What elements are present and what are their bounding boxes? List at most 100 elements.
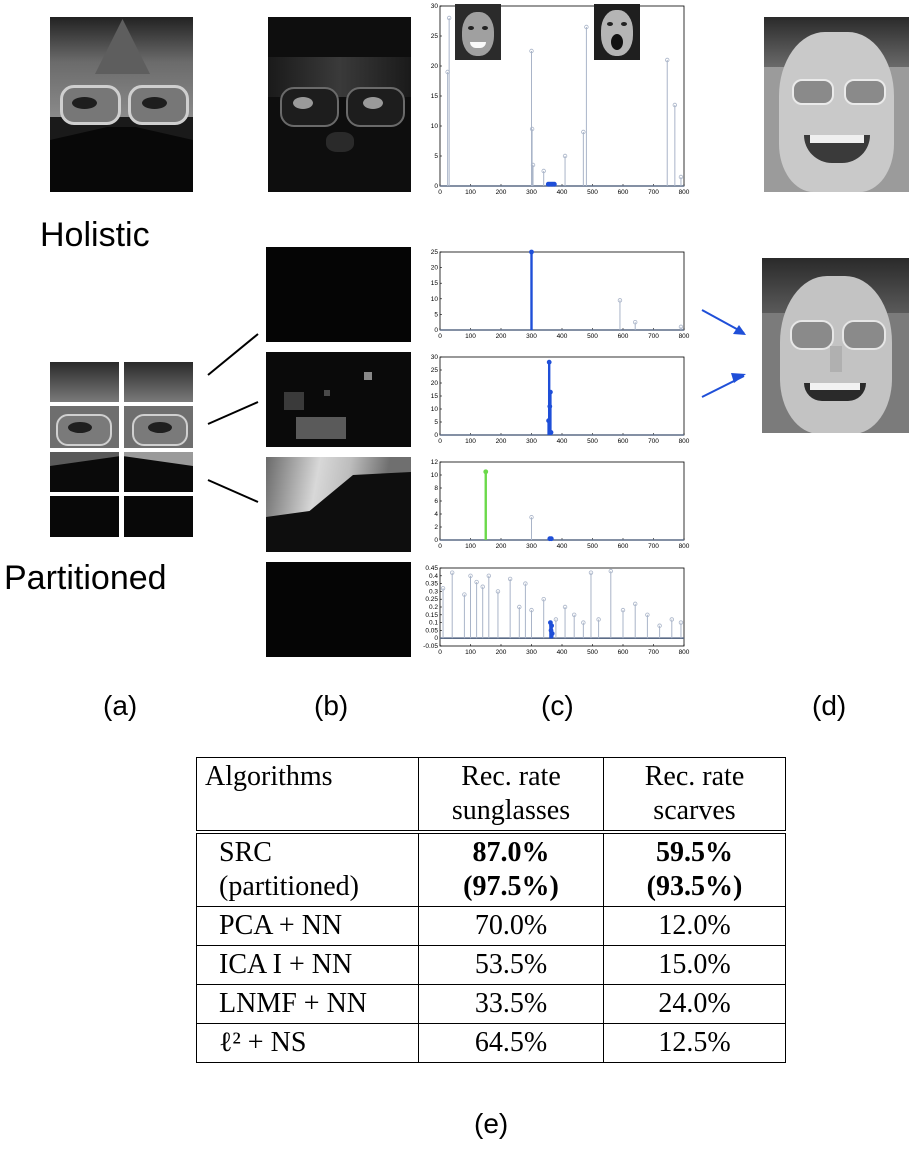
face-block (124, 362, 193, 402)
occlusion-error-holistic (268, 17, 411, 192)
reconstructed-face-partitioned (762, 258, 909, 433)
error-block-1 (266, 247, 411, 342)
x-tick-label: 300 (526, 649, 537, 656)
face-block (50, 496, 119, 537)
x-tick-label: 800 (679, 438, 690, 445)
cell-text: (97.5%) (463, 871, 559, 902)
stem-marker (672, 102, 678, 108)
x-tick-label: 200 (496, 438, 507, 445)
table-row: LNMF + NN 33.5% 24.0% (196, 984, 786, 1024)
stem-marker (562, 604, 568, 610)
x-tick-label: 700 (648, 189, 659, 196)
x-tick-label: 100 (465, 333, 476, 340)
x-tick-label: 200 (496, 543, 507, 550)
table-row: PCA + NN 70.0% 12.0% (196, 906, 786, 946)
stem-marker (529, 607, 534, 613)
stem-marker (529, 515, 534, 520)
stem-marker (549, 623, 555, 629)
x-tick-label: 200 (496, 189, 507, 196)
stem-marker (446, 15, 452, 21)
stem-marker (486, 573, 491, 578)
stem-plot-block-1: 0 100 200 300 400 500 600 700 800 0 5 10 15 20 25 (431, 249, 690, 340)
x-tick-label: 800 (679, 649, 690, 656)
header-text: scarves (653, 795, 736, 826)
table-header-cell: Rec. rate scarves (603, 757, 786, 832)
stem-marker (665, 57, 670, 63)
y-tick-label: 10 (431, 296, 439, 303)
results-table: Algorithms Rec. rate sunglasses Rec. rat… (196, 757, 786, 1063)
stem-marker (541, 168, 546, 174)
stem-marker (546, 359, 552, 365)
face-block (124, 496, 193, 537)
y-tick-label: 30 (431, 354, 439, 361)
plot-frame (439, 251, 685, 331)
stem-marker (450, 570, 455, 575)
y-tick-label: 10 (431, 472, 439, 479)
y-tick-label: 8 (434, 485, 438, 492)
stem-marker (549, 631, 555, 636)
connector-line (207, 333, 259, 376)
table-cell: 70.0% (418, 906, 604, 946)
x-tick-label: 100 (465, 438, 476, 445)
arrow-head (731, 373, 746, 383)
y-tick-label: 15 (431, 93, 439, 100)
header-text: sunglasses (451, 795, 571, 826)
x-tick-label: 300 (526, 189, 537, 196)
table-cell: 87.0% (97.5%) (418, 830, 604, 907)
stem-marker (523, 581, 528, 586)
partitioned-label: Partitioned (4, 559, 167, 597)
header-text: Rec. rate (461, 761, 561, 792)
stem-marker (517, 604, 522, 610)
x-tick-label: 600 (618, 438, 629, 445)
x-tick-label: 600 (618, 543, 629, 550)
x-tick-label: 0 (438, 333, 442, 340)
stem-marker (551, 181, 557, 187)
x-tick-label: 100 (465, 649, 476, 656)
error-block-4 (266, 562, 411, 657)
y-tick-label: 25 (431, 367, 439, 374)
x-tick-label: 500 (587, 438, 598, 445)
partitioned-face-grid (50, 362, 193, 537)
stem-marker (553, 617, 559, 622)
y-tick-label: 30 (431, 3, 439, 10)
cell-text: 87.0% (472, 837, 550, 868)
y-tick-label: 20 (431, 380, 439, 387)
stem-marker (529, 48, 534, 54)
stem-marker (529, 126, 535, 132)
table-row: ℓ² + NS 64.5% 12.5% (196, 1023, 786, 1063)
y-tick-label: 15 (431, 280, 439, 287)
table-cell: LNMF + NN (196, 984, 419, 1024)
stem-marker (562, 153, 568, 159)
y-tick-label: 0 (434, 327, 438, 334)
x-tick-label: 200 (496, 649, 507, 656)
table-cell: 59.5% (93.5%) (603, 830, 786, 907)
x-tick-label: 600 (618, 649, 629, 656)
table-cell: 33.5% (418, 984, 604, 1024)
stem-marker (474, 579, 479, 585)
plot-frame (439, 461, 685, 541)
stem-marker (657, 623, 662, 628)
stem-marker (588, 570, 594, 575)
y-tick-label: 0.1 (429, 620, 438, 627)
y-tick-label: 0.05 (425, 627, 438, 634)
x-tick-label: 500 (587, 543, 598, 550)
subfigure-label-a: (a) (103, 690, 138, 721)
screaming-face-thumbnail (594, 4, 640, 60)
x-tick-label: 400 (557, 649, 568, 656)
x-tick-label: 200 (496, 333, 507, 340)
stem-marker (620, 607, 626, 613)
connector-line (207, 401, 259, 425)
x-tick-label: 400 (557, 543, 568, 550)
stem-marker (678, 174, 684, 180)
stem-marker (632, 319, 638, 325)
subfigure-label-d: (d) (812, 690, 847, 721)
x-tick-label: 300 (526, 333, 537, 340)
error-block-2 (266, 352, 411, 447)
x-tick-label: 400 (557, 333, 568, 340)
stem-marker (548, 389, 553, 395)
x-tick-label: 500 (587, 649, 598, 656)
x-tick-label: 0 (438, 189, 442, 196)
y-tick-label: 25 (431, 249, 439, 256)
x-tick-label: 800 (679, 333, 690, 340)
